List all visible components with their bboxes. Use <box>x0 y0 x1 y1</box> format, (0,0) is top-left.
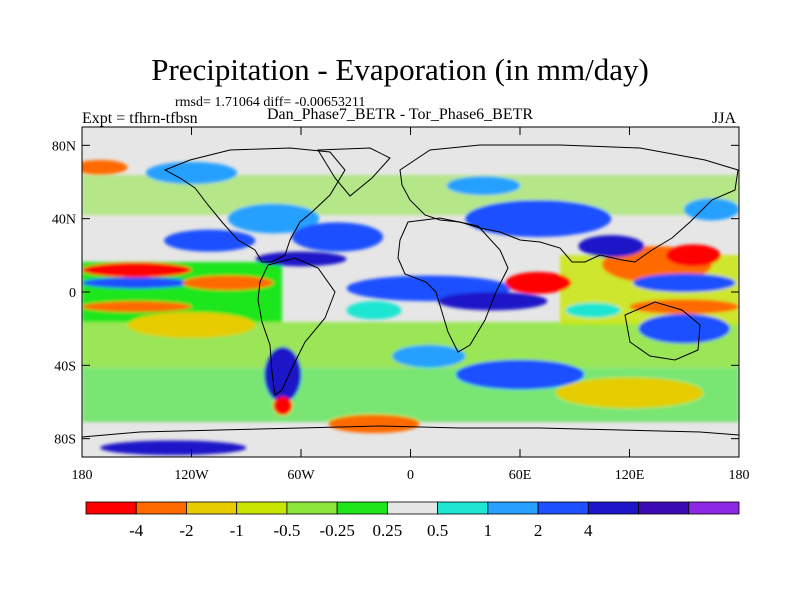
field-region-30 <box>556 378 703 408</box>
lat-tick-label: 80N <box>52 139 76 154</box>
colorbar-box <box>236 501 288 515</box>
field-region-12 <box>228 204 320 234</box>
colorbar-label: 0.5 <box>427 521 448 540</box>
lat-tick-label: 40N <box>52 213 76 228</box>
field-region-27 <box>565 303 621 318</box>
field-region-11 <box>164 229 256 252</box>
field-region-26 <box>684 198 739 221</box>
colorbar-label: -1 <box>230 521 244 540</box>
lon-tick-label: 60E <box>509 468 532 483</box>
field-region-9 <box>633 273 736 293</box>
australia-outline <box>624 301 701 361</box>
antarctica-outline <box>82 425 739 438</box>
field-region-22 <box>578 235 645 258</box>
colorbar-label: 1 <box>484 521 493 540</box>
field-region-4 <box>82 262 192 278</box>
field-region-8 <box>666 244 721 267</box>
colorbar-label: -0.25 <box>319 521 354 540</box>
colorbar-label: -0.5 <box>273 521 300 540</box>
field-region-10 <box>638 314 730 344</box>
field-region-15 <box>182 275 274 291</box>
colorbar-box <box>386 501 439 515</box>
lon-tick-label: 120W <box>174 468 209 483</box>
field-region-28 <box>346 301 402 320</box>
plot-subtitle: Dan_Phase7_BETR - Tor_Phase6_BETR <box>266 106 534 123</box>
field-region-24 <box>447 176 520 195</box>
field-region-3 <box>82 277 192 289</box>
field-region-31 <box>328 414 420 434</box>
season-label: JJA <box>712 110 737 127</box>
lon-tick-label: 180 <box>729 468 750 483</box>
colorbar-box <box>437 501 489 515</box>
colorbar-label: 0.25 <box>373 521 403 540</box>
lat-tick-label: 80S <box>54 433 76 448</box>
lon-tick-label: 60W <box>287 468 315 483</box>
field-region-5 <box>82 301 192 313</box>
lat-tick-label: 40S <box>54 359 76 374</box>
lon-tick-label: 180 <box>72 468 93 483</box>
colorbar-box <box>487 501 539 515</box>
field-region-13 <box>291 222 384 252</box>
coastlines <box>82 144 739 438</box>
field-region-29 <box>127 312 256 338</box>
field-region-23 <box>145 161 238 184</box>
africa-outline <box>397 217 509 353</box>
colorbar-box <box>688 501 740 515</box>
greenland-outline <box>317 147 391 197</box>
lon-tick-label: 120E <box>615 468 645 483</box>
axis-ticks: 80N 40N 0 40S 80S 180 120W 60W 0 60E 120E 180 <box>52 127 750 483</box>
colorbar-box <box>587 501 639 515</box>
colorbar-box <box>186 501 238 515</box>
page-title: Precipitation - Evaporation (in mm/day) <box>151 52 649 87</box>
stats-line: rmsd= 1.71064 diff= -0.00653211 <box>175 95 366 110</box>
lat-tick-label: 0 <box>69 286 76 301</box>
colorbar-label: -2 <box>179 521 193 540</box>
colorbar-label: -4 <box>129 521 144 540</box>
field-region-20 <box>392 345 466 368</box>
south-america-outline <box>257 257 336 396</box>
colorbar-box <box>638 501 690 515</box>
colorbar-label: 2 <box>534 521 543 540</box>
field-region-21 <box>465 200 612 238</box>
field-region-25 <box>82 160 128 175</box>
experiment-label: Expt = tfhrn-tfbsn <box>82 110 198 127</box>
lon-tick-label: 0 <box>407 468 414 483</box>
colorbar-box <box>135 501 187 515</box>
colorbar-box <box>85 501 137 515</box>
field-region-18 <box>100 440 247 456</box>
eurasia-outline <box>399 144 739 263</box>
colorbar-box <box>286 501 338 515</box>
colorbar-box <box>537 501 589 515</box>
colorbar-label: 4 <box>584 521 593 540</box>
colorbar-box <box>336 501 388 515</box>
field-region-19 <box>456 359 584 390</box>
field-region-2 <box>505 271 572 294</box>
field-region-17 <box>273 396 292 415</box>
north-america-outline <box>163 147 346 263</box>
